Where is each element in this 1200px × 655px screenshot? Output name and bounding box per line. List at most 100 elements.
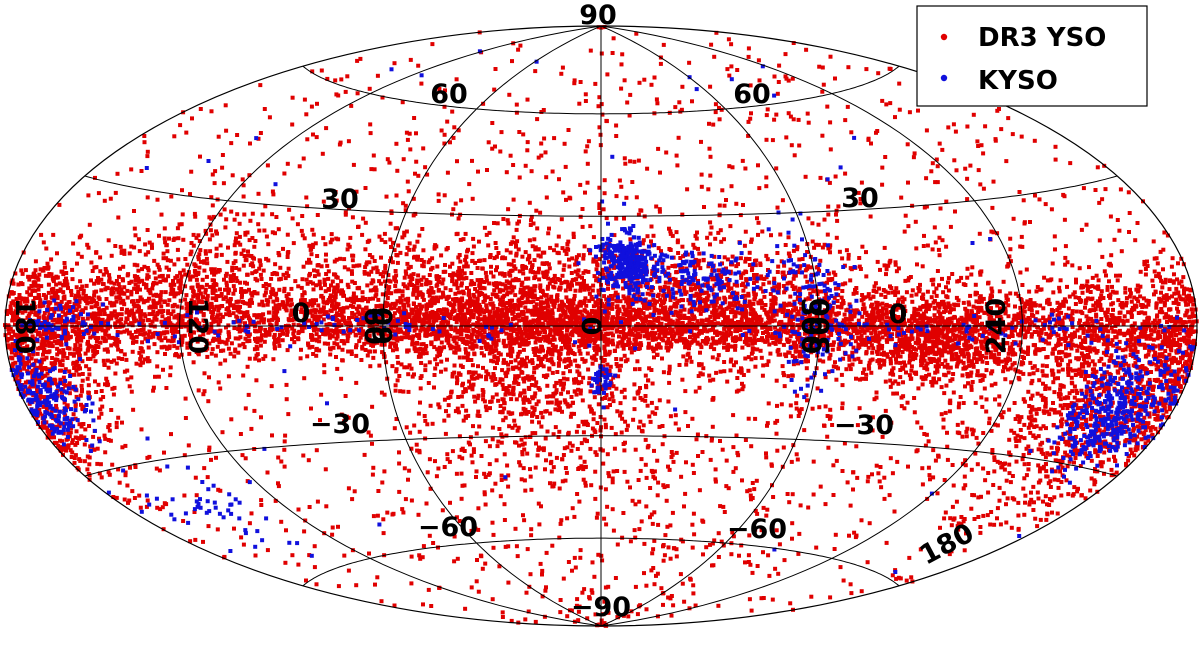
dr3-yso-point [537,266,541,271]
dr3-yso-point [564,295,569,300]
dr3-yso-point [424,314,428,319]
dr3-yso-point [582,422,587,427]
dr3-yso-point [547,297,551,302]
dr3-yso-point [763,330,768,334]
dr3-yso-point [263,327,268,332]
dr3-yso-point [796,312,801,317]
dr3-yso-point [411,292,416,297]
dr3-yso-point [550,308,555,313]
dr3-yso-point [585,423,590,427]
dr3-yso-point [501,217,506,221]
dr3-yso-point [189,336,194,341]
dr3-yso-point [390,319,395,324]
dr3-yso-point [475,278,480,283]
dr3-yso-point [535,327,540,332]
dr3-yso-point [698,350,702,355]
dr3-yso-point [408,279,413,284]
dr3-yso-point [586,269,591,274]
dr3-yso-point [263,354,268,359]
dr3-yso-point [495,361,499,365]
dr3-yso-point [791,248,796,253]
dr3-yso-point [381,270,386,275]
dr3-yso-point [457,304,462,309]
dr3-yso-point [398,296,403,301]
dr3-yso-point [546,350,550,355]
dr3-yso-point [460,365,465,369]
dr3-yso-point [1084,314,1089,319]
dr3-yso-point [962,354,967,359]
dr3-yso-point [503,392,508,397]
dr3-yso-point [626,315,631,320]
dr3-yso-point [584,338,589,343]
dr3-yso-point [756,232,760,237]
dr3-yso-point [495,315,500,320]
dr3-yso-point [548,481,552,486]
dr3-yso-point [405,365,410,370]
dr3-yso-point [495,334,500,338]
dr3-yso-point [689,306,694,311]
dr3-yso-point [432,385,436,390]
dr3-yso-point [565,246,570,251]
dr3-yso-point [625,423,630,428]
dr3-yso-point [363,220,368,225]
dr3-yso-point [589,329,594,334]
dr3-yso-point [578,299,583,304]
dr3-yso-point [537,332,541,337]
dr3-yso-point [1032,323,1037,328]
dr3-yso-point [584,329,589,334]
dr3-yso-point [417,233,422,238]
dr3-yso-point [513,440,517,445]
dr3-yso-point [354,306,359,311]
dr3-yso-point [729,357,734,362]
dr3-yso-point [471,322,476,327]
dr3-yso-point [558,320,563,325]
dr3-yso-point [410,318,414,323]
dr3-yso-point [484,377,489,382]
dr3-yso-point [465,307,470,312]
dr3-yso-point [489,358,494,363]
dr3-yso-point [566,390,570,395]
dr3-yso-point [590,297,595,302]
dr3-yso-point [648,299,652,304]
dr3-yso-point [439,346,444,351]
dr3-yso-point [753,263,758,268]
dr3-yso-point [406,266,411,271]
dr3-yso-point [302,291,307,296]
dr3-yso-point [770,332,775,337]
dr3-yso-point [612,293,617,298]
dr3-yso-point [408,430,413,435]
dr3-yso-point [323,282,327,287]
dr3-yso-point [522,390,527,395]
dr3-yso-point [465,354,470,359]
dr3-yso-point [519,370,524,374]
dr3-yso-point [751,301,756,306]
dr3-yso-point [374,288,379,293]
dr3-yso-point [749,239,754,244]
dr3-yso-point [760,305,765,310]
dr3-yso-point [989,352,994,357]
dr3-yso-point [536,270,541,275]
dr3-yso-point [508,269,513,273]
dr3-yso-point [704,303,708,308]
dr3-yso-point [542,311,547,316]
dr3-yso-point [805,250,810,254]
dr3-yso-point [462,304,467,309]
dr3-yso-point [753,356,758,361]
dr3-yso-point [556,251,561,256]
dr3-yso-point [701,308,706,313]
dr3-yso-point [516,307,521,312]
dr3-yso-point [446,403,451,408]
dr3-yso-point [666,314,671,319]
dr3-yso-point [746,319,751,324]
dr3-yso-point [521,400,526,405]
dr3-yso-point [662,328,667,333]
dr3-yso-point [719,274,724,279]
dr3-yso-point [351,304,356,309]
dr3-yso-point [566,340,571,345]
dr3-yso-point [614,329,619,334]
dr3-yso-point [398,389,403,394]
dr3-yso-point [419,325,424,330]
dr3-yso-point [471,447,476,452]
dr3-yso-point [687,310,692,315]
dr3-yso-point [308,260,313,265]
